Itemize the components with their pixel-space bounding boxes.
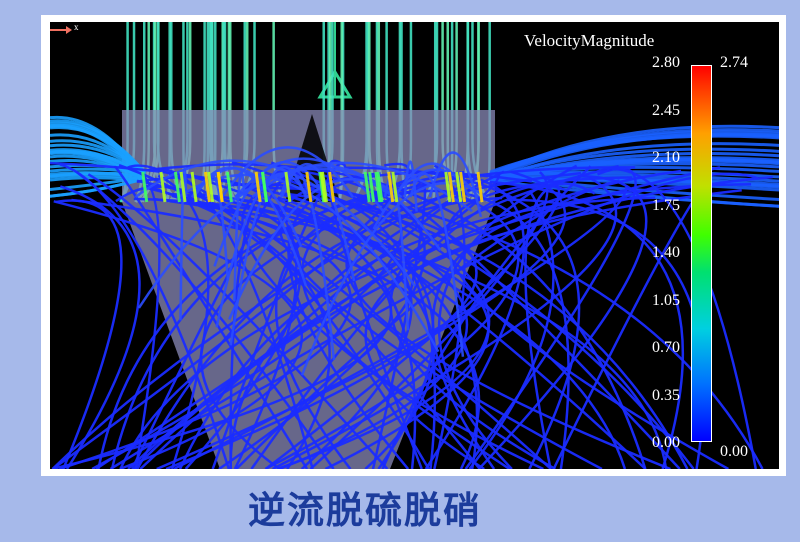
streamline xyxy=(489,171,779,183)
streamline xyxy=(87,173,389,469)
streamline xyxy=(302,182,764,469)
streamline xyxy=(459,171,467,203)
streamline xyxy=(455,171,463,203)
streamline xyxy=(119,166,721,469)
legend-tick: 2.10 xyxy=(652,149,680,166)
streamline xyxy=(489,133,779,180)
legend-tick: 0.35 xyxy=(652,386,680,404)
streamline xyxy=(447,171,455,203)
legend-title: VelocityMagnitude xyxy=(524,31,655,50)
streamline xyxy=(300,167,544,469)
streamline xyxy=(233,171,246,301)
streamline xyxy=(264,194,520,469)
caption: 逆流脱硫脱硝 xyxy=(248,489,482,532)
streamline xyxy=(207,171,215,203)
legend-tick: 2.80 xyxy=(652,54,680,71)
streamline xyxy=(59,163,231,469)
streamline xyxy=(305,171,313,203)
legend-min-label: 0.00 xyxy=(720,443,748,460)
absorber-box xyxy=(122,110,495,469)
streamline xyxy=(389,164,619,469)
streamline xyxy=(338,199,689,469)
streamline xyxy=(134,159,416,287)
streamline xyxy=(225,171,233,203)
streamline xyxy=(374,171,382,203)
streamline xyxy=(476,171,484,203)
legend-tick: 1.05 xyxy=(652,291,680,309)
streamline xyxy=(387,171,395,203)
streamline xyxy=(51,162,410,469)
streamline xyxy=(203,171,211,203)
streamline xyxy=(173,171,181,203)
streamline xyxy=(50,150,146,183)
streamline xyxy=(141,171,149,203)
legend-tick: 0.70 xyxy=(652,339,680,356)
streamline xyxy=(376,171,384,203)
streamline xyxy=(428,151,483,218)
streamline xyxy=(489,147,779,180)
streamline xyxy=(213,160,327,267)
streamline xyxy=(221,146,355,198)
streamline xyxy=(216,171,224,203)
streamline xyxy=(191,174,627,469)
legend-tick: 1.40 xyxy=(652,244,680,261)
streamline xyxy=(363,171,371,203)
streamline xyxy=(250,184,567,469)
streamline xyxy=(234,161,473,213)
cfd-streamline-view: VelocityMagnitude 2.80 2.45 2.10 1.75 1.40 1.… xyxy=(50,22,779,469)
streamline xyxy=(284,171,292,203)
streamline xyxy=(190,171,198,203)
streamline xyxy=(118,163,481,469)
streamline xyxy=(158,167,314,469)
streamline xyxy=(444,171,452,203)
streamline xyxy=(344,166,581,469)
streamline xyxy=(156,170,567,469)
streamline xyxy=(147,163,647,469)
streamline xyxy=(159,171,167,203)
streamline xyxy=(368,171,376,203)
streamline xyxy=(50,119,147,177)
streamline-scene xyxy=(50,22,779,469)
streamline xyxy=(51,175,482,469)
streamline xyxy=(489,128,779,179)
streamline xyxy=(254,171,262,203)
streamline xyxy=(179,171,187,203)
axis-x-label: x xyxy=(74,22,79,32)
streamline xyxy=(391,171,399,203)
colorbar xyxy=(691,65,712,442)
streamline xyxy=(50,173,146,182)
streamline xyxy=(319,171,327,203)
streamline xyxy=(134,171,161,469)
streamline xyxy=(133,197,479,469)
legend-tick: 0.00 xyxy=(652,434,680,451)
legend-tick: 1.75 xyxy=(652,196,680,214)
streamline xyxy=(229,165,307,346)
streamline xyxy=(53,200,303,469)
streamline xyxy=(277,196,647,469)
legend-max-label: 2.74 xyxy=(720,54,748,71)
streamline xyxy=(328,171,336,203)
streamline xyxy=(524,182,596,469)
streamline xyxy=(372,168,480,230)
streamline xyxy=(136,176,298,469)
streamline xyxy=(125,164,552,469)
streamline xyxy=(261,171,269,203)
streamline xyxy=(55,199,123,469)
axis-triad-icon: x xyxy=(50,22,79,34)
streamline xyxy=(132,175,773,469)
streamline xyxy=(424,172,526,469)
legend-tick: 2.45 xyxy=(652,101,680,119)
